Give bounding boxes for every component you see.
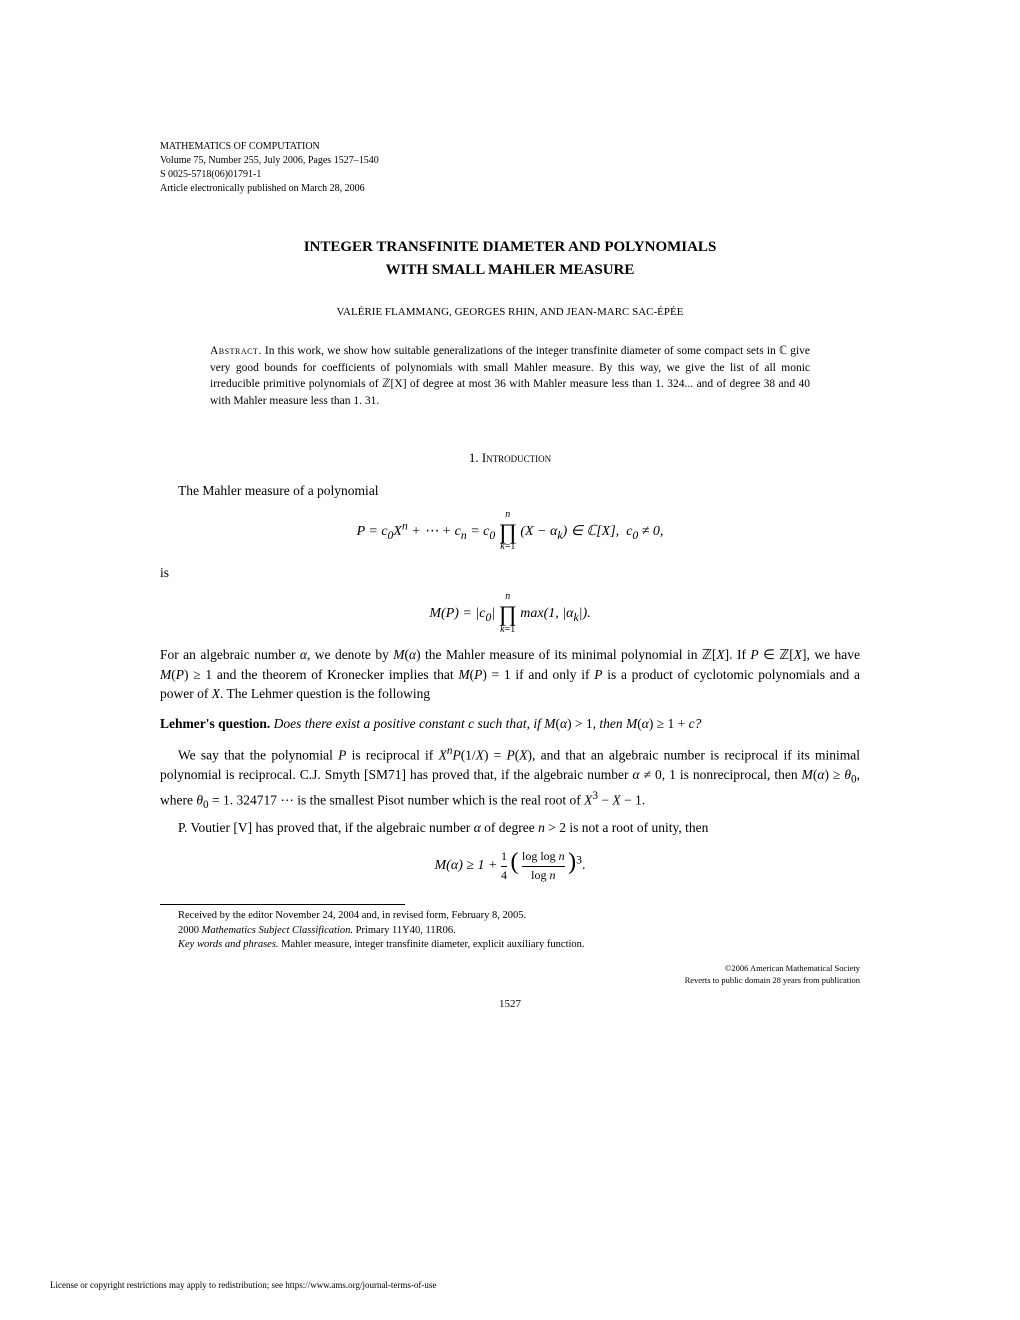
journal-volume: Volume 75, Number 255, July 2006, Pages … [160, 154, 860, 168]
title-line1: INTEGER TRANSFINITE DIAMETER AND POLYNOM… [160, 236, 860, 259]
para-4: P. Voutier [V] has proved that, if the a… [160, 818, 860, 838]
journal-id: S 0025-5718(06)01791-1 [160, 168, 860, 182]
footnote-keywords: Key words and phrases. Mahler measure, i… [160, 938, 860, 953]
footnotes: Received by the editor November 24, 2004… [160, 909, 860, 953]
page-number: 1527 [160, 998, 860, 1010]
abstract-label: Abstract. [210, 345, 262, 357]
copyright-line1: ©2006 American Mathematical Society [160, 963, 860, 974]
lehmer-question: Lehmer's question. Does there exist a po… [160, 714, 860, 734]
copyright-line2: Reverts to public domain 28 years from p… [160, 975, 860, 986]
lehmer-label: Lehmer's question. [160, 716, 270, 731]
para-3: We say that the polynomial P is reciproc… [160, 743, 860, 814]
equation-polynomial: P = c0Xn + ⋯ + cn = c0 n ∏ k=1 (X − αk) … [160, 508, 860, 555]
para-1: The Mahler measure of a polynomial [160, 481, 860, 501]
copyright: ©2006 American Mathematical Society Reve… [160, 963, 860, 986]
para-2: For an algebraic number α, we denote by … [160, 645, 860, 704]
equation-mahler: M(P) = |c0| n ∏ k=1 max(1, |αk|). [160, 590, 860, 637]
footnote-msc: 2000 Mathematics Subject Classification.… [160, 924, 860, 939]
section-1-title: 1. Introduction [160, 450, 860, 466]
body-content: The Mahler measure of a polynomial P = c… [160, 481, 860, 884]
paper-title: INTEGER TRANSFINITE DIAMETER AND POLYNOM… [160, 236, 860, 281]
journal-header: MATHEMATICS OF COMPUTATION Volume 75, Nu… [160, 140, 860, 196]
footnote-received: Received by the editor November 24, 2004… [160, 909, 860, 924]
equation-voutier: M(α) ≥ 1 + 1 4 ( log log n log n )3. [160, 845, 860, 884]
journal-name: MATHEMATICS OF COMPUTATION [160, 140, 860, 154]
abstract-text: In this work, we show how suitable gener… [210, 345, 810, 407]
license-footer: License or copyright restrictions may ap… [50, 1280, 436, 1290]
title-line2: WITH SMALL MAHLER MEASURE [160, 259, 860, 282]
journal-published: Article electronically published on Marc… [160, 182, 860, 196]
abstract: Abstract. In this work, we show how suit… [210, 343, 810, 410]
authors: VALÉRIE FLAMMANG, GEORGES RHIN, AND JEAN… [160, 306, 860, 318]
is-text: is [160, 563, 860, 583]
